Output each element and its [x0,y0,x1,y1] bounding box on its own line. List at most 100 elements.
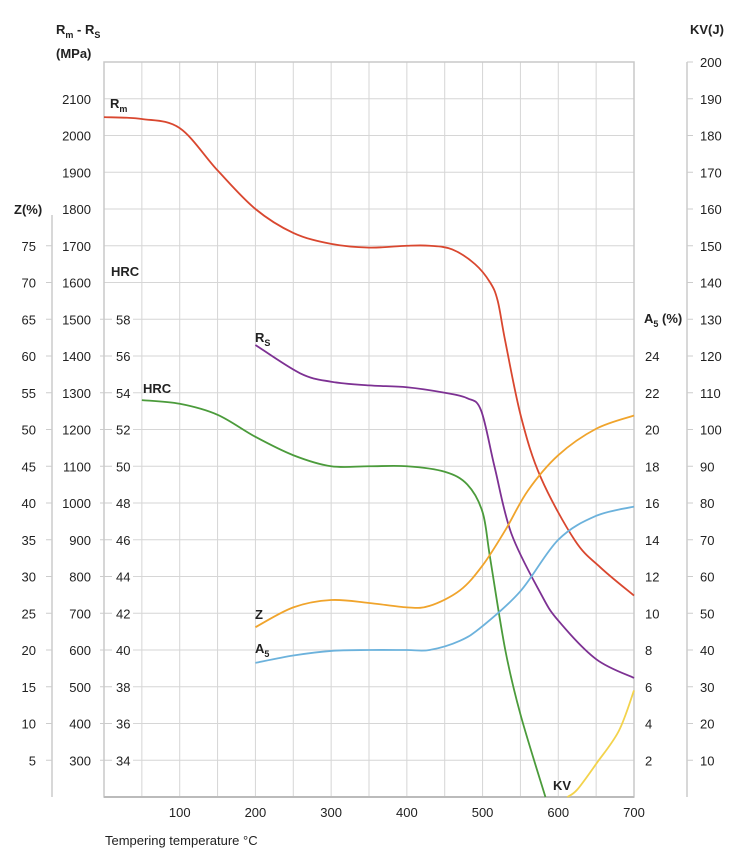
x-tick-label: 600 [547,805,569,820]
hrc-tick-label: 34 [116,753,130,768]
mpa-axis-unit: (MPa) [56,46,91,61]
kv-tick-label: 80 [700,496,714,511]
series-label-hrc: HRC [143,381,172,396]
z-tick-label: 65 [22,312,36,327]
kv-tick-label: 140 [700,276,722,291]
z-tick-label: 60 [22,349,36,364]
mpa-tick-label: 2100 [62,92,91,107]
series-line-z [255,414,635,629]
hrc-tick-label: 46 [116,533,130,548]
grid [103,61,635,798]
kv-tick-label: 160 [700,202,722,217]
mpa-tick-label: 400 [69,717,91,732]
series-line-kv [566,690,635,798]
as-tick-label: 8 [645,643,652,658]
series-line-rm [103,116,635,597]
hrc-label-bg [105,642,133,658]
kv-tick-label: 180 [700,129,722,144]
mpa-tick-label: 600 [69,643,91,658]
hrc-label-bg [105,348,133,364]
mpa-tick-label: 800 [69,570,91,585]
mpa-tick-label: 1100 [63,459,91,474]
z-tick-label: 40 [22,496,36,511]
hrc-tick-label: 56 [116,349,130,364]
as-tick-label: 12 [645,570,659,585]
z-tick-label: 5 [29,753,36,768]
as-tick-label: 16 [645,496,659,511]
kv-axis-title: KV(J) [690,22,724,37]
series-lines [103,116,635,798]
kv-tick-label: 10 [700,753,714,768]
mpa-axis-title: Rm - RS [56,22,100,40]
z-tick-label: 50 [22,423,36,438]
mpa-tick-label: 1700 [62,239,91,254]
hrc-tick-label: 44 [116,570,130,585]
series-label-kv: KV [553,778,571,793]
as-tick-label: 10 [645,606,659,621]
x-tick-label: 400 [396,805,418,820]
x-axis-title: Tempering temperature °C [105,833,258,848]
z-tick-label: 10 [22,717,36,732]
hrc-tick-label: 58 [116,312,130,327]
as-tick-label: 14 [645,533,659,548]
hrc-label-bg [105,421,133,438]
z-tick-label: 70 [22,276,36,291]
hrc-tick-label: 50 [116,459,130,474]
z-tick-label: 55 [22,386,36,401]
kv-tick-label: 120 [700,349,722,364]
hrc-label-bg [105,605,133,622]
hrc-axis-title: HRC [111,264,140,279]
hrc-label-bg [105,458,133,475]
as-tick-label: 2 [645,753,652,768]
hrc-label-bg [105,384,133,401]
hrc-label-bg [105,495,133,511]
hrc-label-bg [105,531,133,548]
kv-tick-label: 50 [700,606,714,621]
z-tick-label: 75 [22,239,36,254]
z-tick-label: 45 [22,459,36,474]
as-tick-label: 20 [645,423,659,438]
hrc-label-bg [105,311,133,328]
kv-tick-label: 200 [700,55,722,70]
mpa-tick-label: 1400 [62,349,91,364]
series-line-hrc [141,399,547,798]
mpa-tick-label: 700 [69,606,91,621]
as-axis-title: A5 (%) [644,311,682,329]
series-line-a5 [255,505,635,664]
kv-tick-label: 60 [700,570,714,585]
kv-tick-label: 190 [700,92,722,107]
series-label-rs: RS [255,330,270,348]
kv-tick-label: 70 [700,533,714,548]
series-line-rs [254,344,635,679]
z-tick-label: 15 [22,680,36,695]
x-tick-label: 100 [169,805,191,820]
kv-tick-label: 130 [700,312,722,327]
mpa-tick-label: 500 [69,680,91,695]
x-tick-label: 300 [320,805,342,820]
hrc-label-bg [105,678,133,695]
mpa-tick-label: 1200 [62,423,91,438]
z-axis-title: Z(%) [14,202,42,217]
mpa-tick-label: 1500 [62,312,91,327]
z-tick-label: 20 [22,643,36,658]
series-label-rm: Rm [110,96,127,114]
mpa-tick-label: 2000 [62,129,91,144]
hrc-tick-label: 38 [116,680,130,695]
hrc-label-bg [105,752,133,769]
kv-tick-label: 40 [700,643,714,658]
mpa-tick-label: 1300 [62,386,91,401]
x-tick-label: 200 [245,805,267,820]
as-tick-label: 18 [645,459,659,474]
kv-tick-label: 30 [700,680,714,695]
hrc-tick-label: 52 [116,423,130,438]
kv-tick-label: 110 [700,386,721,401]
series-label-a5: A5 [255,641,269,659]
mpa-tick-label: 1900 [62,165,91,180]
hrc-tick-label: 54 [116,386,130,401]
kv-tick-label: 20 [700,717,714,732]
mpa-tick-label: 1000 [62,496,91,511]
axes: 100 200 300 400 500 600 700 Tempering temperatu… [14,22,724,848]
as-tick-label: 4 [645,717,652,732]
